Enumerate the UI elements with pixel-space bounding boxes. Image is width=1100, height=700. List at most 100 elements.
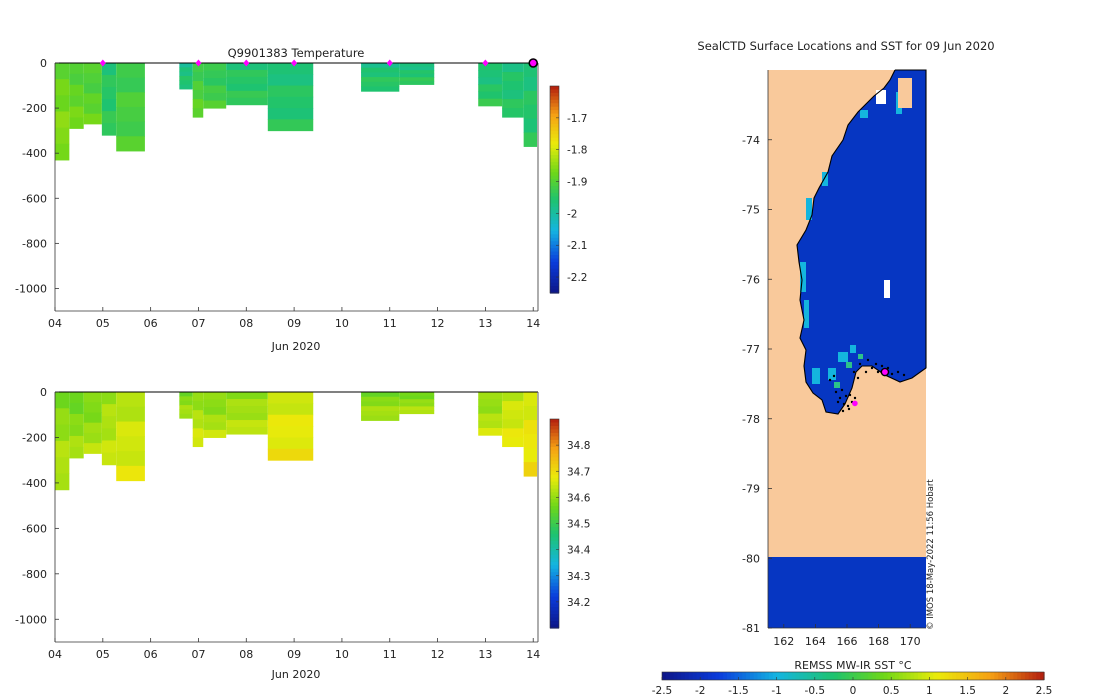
- colorbar-segment: [550, 450, 559, 455]
- profile-cell: [502, 428, 524, 438]
- imos-credit: © IMOS 18-May-2022 11:56 Hobart: [926, 479, 936, 630]
- sst-colorbar-segment: [681, 672, 686, 680]
- coastal-cell: [806, 198, 812, 220]
- profile-cell: [192, 90, 204, 100]
- sst-colorbar-label: REMSS MW-IR SST °C: [794, 659, 912, 672]
- profile-cell: [399, 409, 435, 415]
- profile-cell: [267, 96, 314, 109]
- x-tick-label: 13: [478, 317, 492, 330]
- colorbar-segment: [550, 234, 559, 239]
- profile-cell: [478, 427, 503, 436]
- colorbar-segment: [550, 96, 559, 101]
- profile-cell: [69, 95, 84, 108]
- profile-cell: [361, 86, 400, 92]
- profile-cell: [203, 429, 227, 438]
- track-point: [834, 390, 838, 394]
- profile-cell: [179, 413, 193, 419]
- colorbar-segment: [550, 568, 559, 573]
- colorbar-segment: [550, 457, 559, 462]
- temperature-axes: 0 -200 -400 -600 -800 -1000 04 05 06 07 08 09 10 11 12…: [15, 57, 540, 330]
- surface-marker: [99, 59, 106, 67]
- sst-colorbar-tick-label: 1: [926, 685, 933, 697]
- y-tick-label: -1000: [15, 613, 47, 626]
- colorbar-segment: [550, 89, 559, 94]
- profile-cell: [399, 63, 435, 68]
- profile-cell: [116, 392, 145, 408]
- colorbar-segment: [550, 279, 559, 284]
- x-tick-label: 08: [239, 648, 253, 661]
- track-point: [890, 372, 894, 376]
- colorbar-segment: [550, 141, 559, 146]
- track-point: [836, 400, 840, 404]
- colorbar-segment: [550, 579, 559, 584]
- profile-cell: [101, 63, 117, 76]
- track-point: [864, 370, 868, 374]
- profile-cell: [203, 407, 227, 416]
- sst-colorbar-segment: [849, 672, 854, 680]
- x-tick-label: 11: [383, 317, 397, 330]
- sst-colorbar-segment: [1017, 672, 1022, 680]
- surface-marker: [482, 59, 489, 67]
- sst-colorbar-segment: [833, 672, 839, 680]
- profile-cell: [116, 136, 145, 152]
- sst-colorbar-segment: [814, 672, 820, 680]
- colorbar-segment: [550, 227, 559, 232]
- coastline: [796, 69, 927, 415]
- colorbar-segment: [550, 151, 559, 156]
- profile-cell: [101, 428, 117, 441]
- profile-cell: [83, 63, 102, 74]
- sst-colorbar-segment: [933, 672, 938, 680]
- lon-tick-label: 168: [868, 635, 889, 648]
- sst-colorbar-segment: [875, 672, 881, 680]
- colorbar-segment: [550, 137, 559, 142]
- profile-cell: [179, 75, 193, 81]
- profile-cell: [192, 81, 204, 91]
- sst-colorbar-segment: [1040, 672, 1045, 680]
- track-point: [876, 370, 880, 374]
- profile-cell: [101, 452, 117, 466]
- colorbar-segment: [550, 439, 559, 444]
- colorbar-tick-label: 34.6: [567, 492, 591, 504]
- sst-colorbar-segment: [979, 672, 984, 680]
- y-tick-label: -600: [22, 192, 47, 205]
- colorbar-segment: [550, 600, 559, 605]
- profile-cell: [502, 108, 524, 118]
- lat-tick-label: -77: [742, 343, 760, 356]
- profile-cell: [502, 419, 524, 429]
- sst-colorbar-segment: [711, 672, 717, 680]
- sst-colorbar-segment: [803, 672, 808, 680]
- sst-colorbar-segment: [956, 672, 961, 680]
- x-tick-label: 07: [191, 648, 205, 661]
- profile-cell: [101, 440, 117, 454]
- sst-colorbar-segment: [662, 672, 667, 680]
- profile-cell: [69, 117, 84, 129]
- y-tick-label: -400: [22, 147, 47, 160]
- colorbar-segment: [550, 220, 559, 225]
- sst-colorbar-segment: [1024, 672, 1030, 680]
- colorbar-segment: [550, 460, 559, 465]
- colorbar-segment: [550, 179, 559, 184]
- salinity-xlabel: Jun 2020: [271, 668, 321, 681]
- profile-cell: [502, 72, 524, 82]
- lat-tick-label: -74: [742, 134, 760, 147]
- coastal-cell: [812, 368, 820, 384]
- colorbar-segment: [550, 275, 559, 280]
- sst-colorbar-segment: [1001, 672, 1007, 680]
- profile-cell: [502, 81, 524, 91]
- lat-tick-label: -75: [742, 204, 760, 217]
- sst-colorbar-segment: [719, 672, 724, 680]
- x-tick-label: 12: [431, 317, 445, 330]
- colorbar-segment: [550, 488, 559, 493]
- profile-cell: [55, 127, 70, 145]
- profile-cell: [179, 84, 193, 90]
- x-tick-label: 10: [335, 648, 349, 661]
- profile-cell: [502, 90, 524, 100]
- sst-colorbar-segment: [853, 672, 858, 680]
- profile-cell: [101, 111, 117, 124]
- track-point: [856, 376, 860, 380]
- colorbar-segment: [550, 561, 559, 566]
- profile-cell: [502, 63, 524, 73]
- profile-cell: [192, 410, 204, 420]
- map-axes: -74 -75 -76 -77 -78 -79 -80 -81 162 164 166 168 170: [742, 70, 926, 648]
- colorbar-segment: [550, 230, 559, 235]
